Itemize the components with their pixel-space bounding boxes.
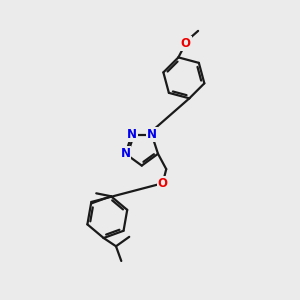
Text: O: O [181, 37, 191, 50]
Text: N: N [147, 128, 157, 141]
Text: O: O [158, 177, 168, 190]
Text: N: N [121, 147, 130, 160]
Text: N: N [127, 128, 137, 141]
